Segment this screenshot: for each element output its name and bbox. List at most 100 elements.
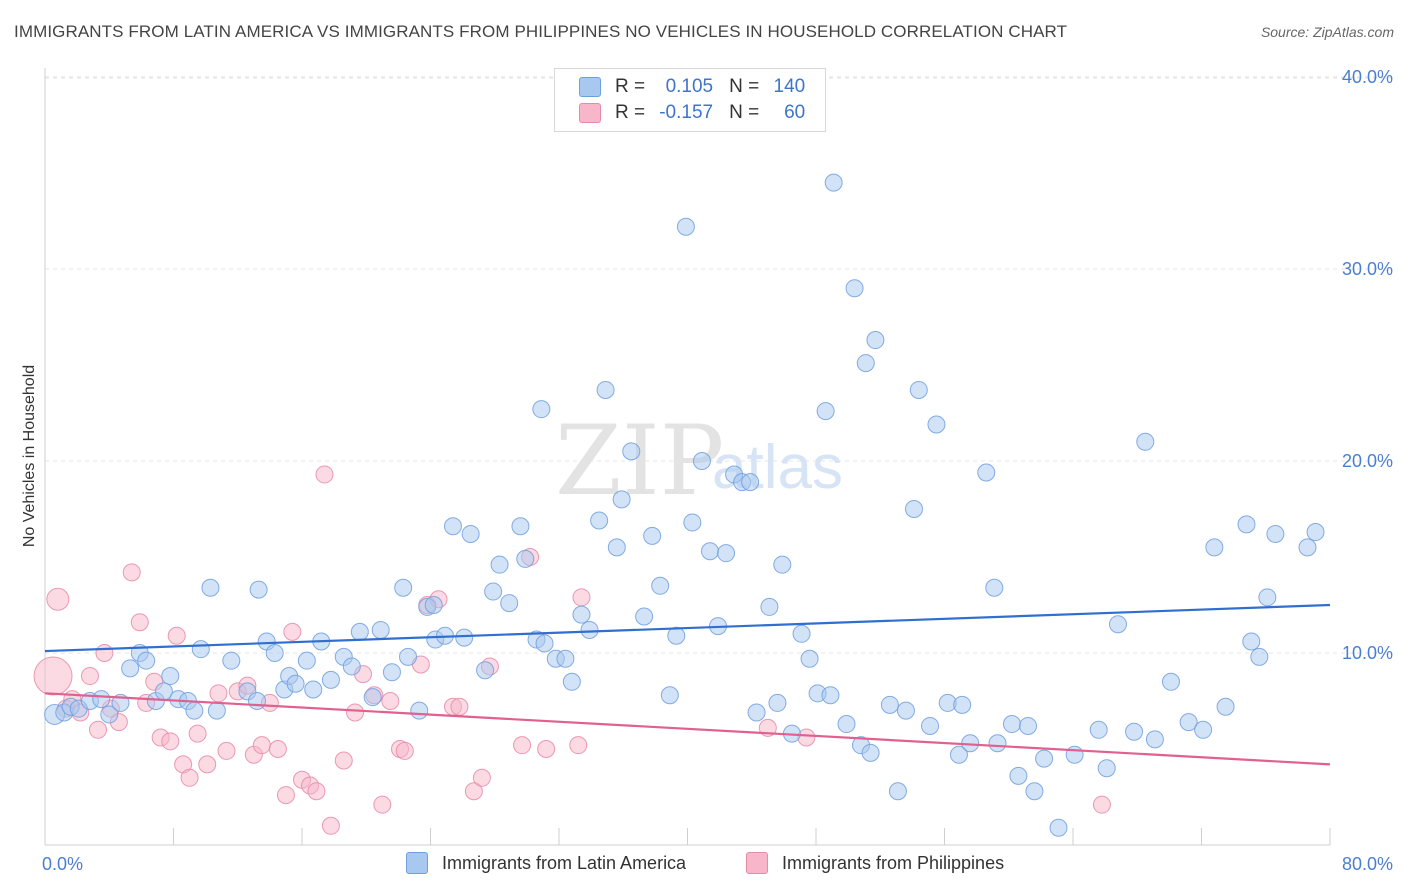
point-latin-america bbox=[350, 622, 369, 641]
point-latin-america bbox=[692, 452, 711, 470]
point-latin-america bbox=[1266, 524, 1285, 543]
point-latin-america bbox=[1125, 722, 1144, 741]
point-latin-america bbox=[888, 782, 907, 801]
point-philippines bbox=[252, 736, 271, 755]
point-latin-america bbox=[286, 674, 305, 693]
point-latin-america bbox=[137, 651, 156, 670]
x-tick-label-max: 80.0% bbox=[1342, 854, 1393, 874]
point-philippines bbox=[450, 697, 469, 716]
chart-title: IMMIGRANTS FROM LATIN AMERICA VS IMMIGRA… bbox=[14, 22, 1068, 41]
point-philippines bbox=[198, 755, 217, 774]
point-latin-america bbox=[265, 644, 284, 662]
n-label: N = bbox=[729, 76, 760, 97]
point-latin-america bbox=[824, 173, 843, 192]
point-latin-america bbox=[953, 695, 972, 714]
point-philippines bbox=[180, 768, 199, 787]
x-tick-labels: 0.0% 80.0% bbox=[42, 854, 1393, 874]
point-latin-america bbox=[1306, 523, 1325, 542]
y-tick-label: 20.0% bbox=[1342, 451, 1393, 471]
point-philippines bbox=[276, 786, 295, 805]
point-latin-america bbox=[643, 526, 662, 545]
y-axis-label: No Vehicles in Household bbox=[21, 365, 38, 547]
point-latin-america bbox=[1025, 782, 1044, 801]
point-latin-america bbox=[461, 524, 480, 543]
point-latin-america bbox=[511, 517, 530, 536]
point-latin-america bbox=[1258, 588, 1277, 607]
point-latin-america bbox=[949, 745, 968, 764]
point-latin-america bbox=[717, 544, 736, 563]
point-philippines bbox=[283, 622, 302, 641]
point-latin-america bbox=[500, 594, 519, 613]
point-latin-america bbox=[484, 582, 503, 601]
point-latin-america bbox=[121, 659, 140, 678]
point-latin-america bbox=[667, 626, 686, 645]
point-philippines bbox=[188, 724, 207, 743]
point-latin-america bbox=[443, 517, 462, 536]
point-latin-america bbox=[909, 380, 928, 399]
n-value: 140 bbox=[773, 76, 806, 97]
point-latin-america bbox=[977, 463, 996, 482]
r-value: -0.157 bbox=[659, 102, 714, 123]
r-label: R = bbox=[615, 102, 646, 123]
point-philippines bbox=[268, 740, 287, 758]
point-philippines bbox=[80, 667, 99, 686]
point-latin-america bbox=[92, 690, 111, 709]
point-philippines bbox=[572, 588, 591, 607]
point-latin-america bbox=[1089, 720, 1108, 739]
point-philippines bbox=[95, 644, 114, 662]
point-latin-america bbox=[1097, 759, 1116, 778]
point-philippines bbox=[130, 613, 149, 632]
point-latin-america bbox=[904, 500, 923, 518]
point-latin-america bbox=[816, 402, 835, 421]
stats-legend: R = 0.105 N = 140 R = -0.157 N = 60 bbox=[554, 68, 826, 132]
pink-swatch bbox=[579, 103, 601, 123]
r-value: 0.105 bbox=[665, 76, 714, 97]
blue-swatch bbox=[406, 852, 428, 874]
point-latin-america bbox=[185, 701, 204, 720]
point-philippines bbox=[464, 782, 483, 801]
point-latin-america bbox=[1136, 432, 1155, 451]
point-philippines bbox=[167, 626, 186, 645]
point-latin-america bbox=[562, 672, 581, 691]
point-latin-america bbox=[635, 607, 654, 626]
point-latin-america bbox=[1216, 697, 1235, 716]
stats-row-philippines: R = -0.157 N = 60 bbox=[579, 101, 805, 125]
point-latin-america bbox=[866, 331, 885, 350]
point-latin-america bbox=[342, 657, 361, 676]
point-latin-america bbox=[896, 701, 915, 720]
point-latin-america bbox=[1179, 713, 1198, 732]
point-latin-america bbox=[800, 649, 819, 668]
point-latin-america bbox=[861, 743, 880, 762]
point-philippines bbox=[334, 751, 353, 770]
point-latin-america bbox=[927, 415, 946, 434]
point-latin-america bbox=[768, 693, 787, 712]
point-latin-america bbox=[1049, 818, 1068, 837]
point-latin-america bbox=[1145, 730, 1164, 749]
point-latin-america bbox=[1242, 632, 1261, 651]
pink-swatch bbox=[746, 852, 768, 874]
point-latin-america bbox=[249, 580, 268, 599]
n-label: N = bbox=[729, 102, 760, 123]
point-latin-america bbox=[837, 715, 856, 734]
trend-lines bbox=[44, 603, 1331, 766]
blue-swatch bbox=[579, 77, 601, 97]
point-latin-america bbox=[773, 555, 792, 574]
point-latin-america bbox=[1009, 766, 1028, 785]
point-philippines bbox=[569, 736, 588, 755]
y-tick-labels: 10.0% 20.0% 30.0% 40.0% bbox=[1342, 67, 1393, 663]
series-latin-america-points bbox=[44, 173, 1325, 837]
point-latin-america bbox=[1002, 715, 1021, 734]
point-latin-america bbox=[700, 542, 719, 561]
point-latin-america bbox=[535, 634, 554, 653]
point-latin-america bbox=[572, 605, 591, 624]
point-latin-america bbox=[532, 400, 551, 419]
point-latin-america bbox=[792, 624, 811, 643]
point-latin-america bbox=[821, 686, 840, 705]
n-value: 60 bbox=[784, 102, 806, 123]
point-philippines bbox=[46, 587, 70, 611]
point-latin-america bbox=[676, 217, 695, 236]
point-philippines bbox=[217, 741, 236, 760]
legend-item-latin-america: Immigrants from Latin America bbox=[406, 852, 686, 874]
trend-line-latin-america bbox=[44, 603, 1331, 653]
